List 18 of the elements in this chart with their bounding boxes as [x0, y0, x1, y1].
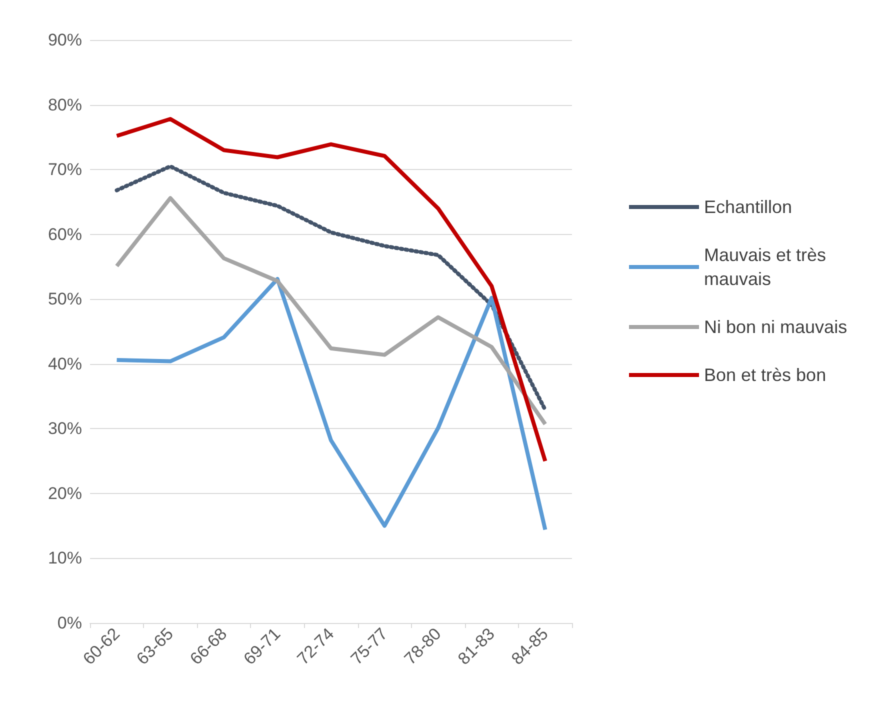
line-series	[114, 117, 548, 464]
y-tick-label: 40%	[48, 354, 82, 374]
legend-label: Ni bon ni mauvais	[704, 317, 848, 337]
y-tick-label: 10%	[48, 548, 82, 568]
y-tick-label: 0%	[57, 614, 82, 632]
y-tick-label: 90%	[48, 30, 82, 50]
line-series	[114, 196, 548, 426]
y-tick-label: 20%	[48, 484, 82, 503]
y-tick-label: 80%	[48, 95, 82, 114]
legend-label: Mauvais et très mauvais	[704, 245, 832, 289]
y-tick-label: 50%	[48, 290, 82, 309]
legend-label: Echantillon	[704, 197, 792, 217]
line-series	[114, 277, 548, 532]
y-tick-label: 30%	[48, 419, 82, 438]
y-tick-label: 60%	[48, 224, 82, 244]
line-series	[114, 164, 548, 412]
legend-label: Bon et très bon	[704, 365, 826, 385]
y-tick-label: 70%	[48, 160, 82, 180]
